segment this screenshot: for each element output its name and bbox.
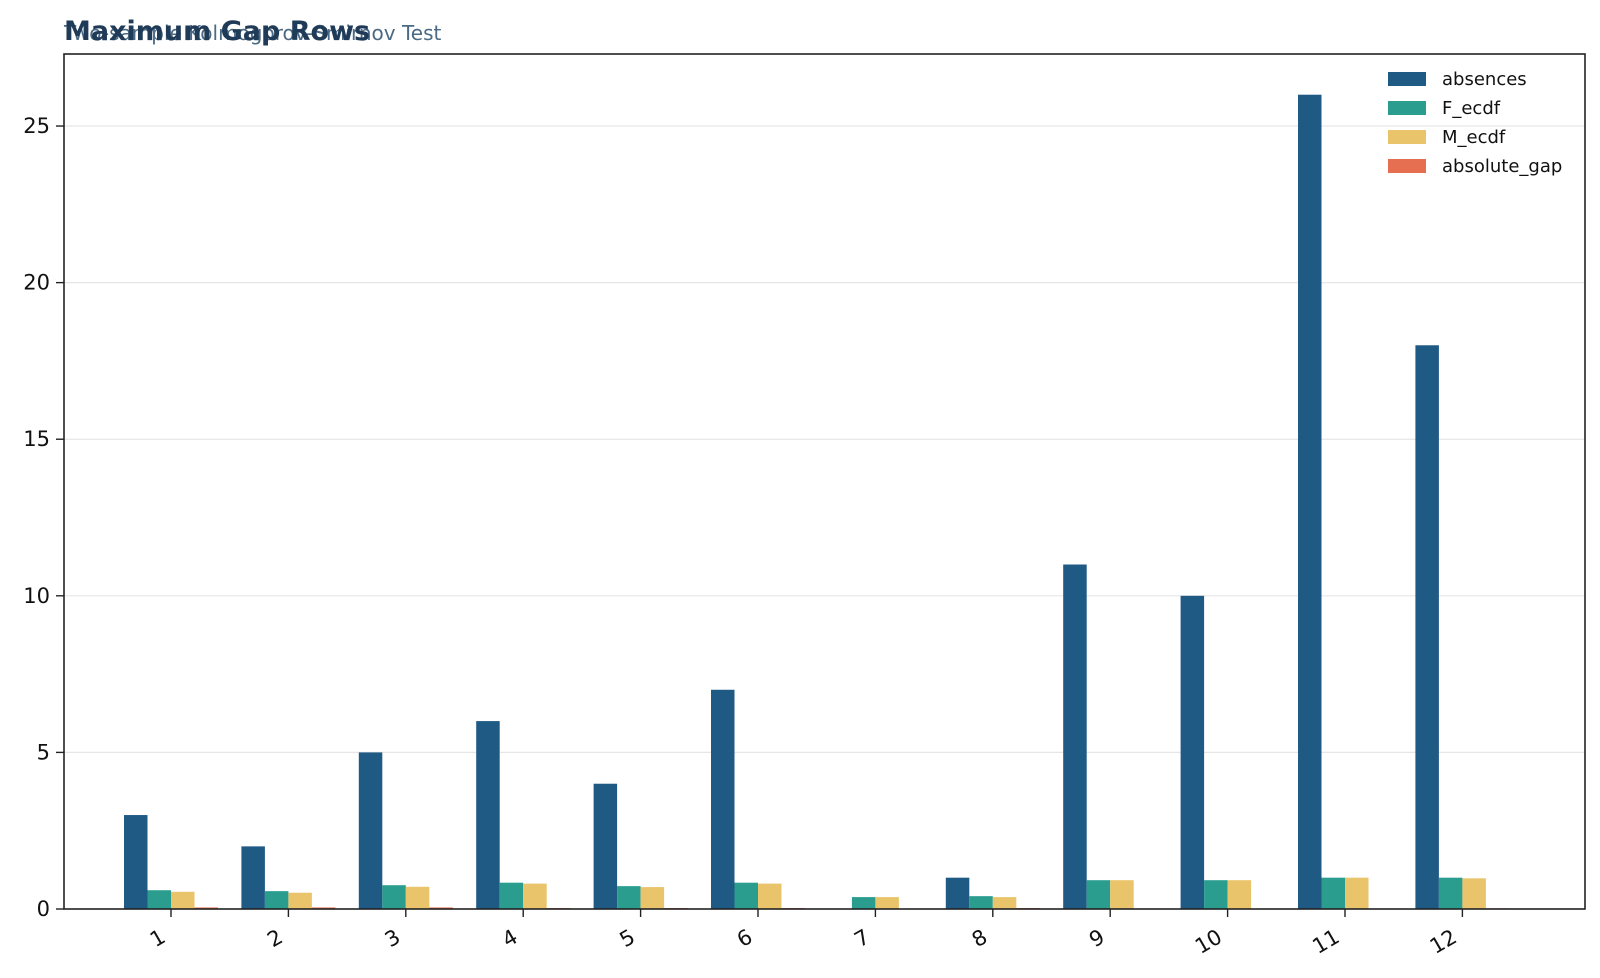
bar-F_ecdf-11 <box>1321 877 1345 909</box>
bar-absences-12 <box>1415 345 1439 909</box>
x-tick-label: 9 <box>1085 925 1109 952</box>
bar-M_ecdf-1 <box>171 891 195 909</box>
legend-label-F_ecdf: F_ecdf <box>1442 98 1501 119</box>
bar-absences-5 <box>593 783 618 909</box>
x-tick-label: 6 <box>733 925 757 952</box>
bar-absences-3 <box>358 752 383 909</box>
bar-M_ecdf-9 <box>1110 880 1134 909</box>
y-tick-label: 10 <box>23 584 50 608</box>
bar-M_ecdf-8 <box>992 897 1017 909</box>
y-tick-label: 5 <box>37 740 50 764</box>
bar-absences-10 <box>1180 595 1205 909</box>
x-tick-label: 4 <box>498 925 522 952</box>
legend-swatch-absolute_gap <box>1388 159 1426 173</box>
bar-F_ecdf-7 <box>851 897 876 909</box>
x-tick-label: 2 <box>263 925 287 952</box>
bar-absences-9 <box>1063 564 1087 909</box>
bar-absences-2 <box>241 846 265 909</box>
bar-absences-6 <box>711 689 735 909</box>
bar-M_ecdf-2 <box>288 892 312 909</box>
bar-F_ecdf-9 <box>1086 880 1111 909</box>
bar-M_ecdf-10 <box>1227 880 1252 909</box>
legend-swatch-absences <box>1388 72 1426 86</box>
legend-swatch-F_ecdf <box>1388 101 1426 115</box>
bar-F_ecdf-8 <box>969 896 993 909</box>
legend-label-absolute_gap: absolute_gap <box>1442 156 1562 177</box>
bar-M_ecdf-4 <box>523 883 547 909</box>
bar-M_ecdf-3 <box>405 886 430 909</box>
bar-M_ecdf-12 <box>1462 878 1486 909</box>
x-tick-label: 7 <box>850 925 874 952</box>
x-tick-label: 10 <box>1191 925 1226 959</box>
plot-frame <box>63 53 1586 910</box>
legend-label-absences: absences <box>1442 69 1527 90</box>
bar-M_ecdf-7 <box>875 897 899 909</box>
y-tick-label: 25 <box>23 114 50 138</box>
bar-F_ecdf-4 <box>499 882 524 909</box>
x-axis: 1 2 3 4 5 6 7 8 9 10 11 12 <box>146 909 1464 959</box>
x-tick-label: 8 <box>968 925 992 952</box>
bar-M_ecdf-6 <box>758 883 782 909</box>
legend-label-M_ecdf: M_ecdf <box>1442 127 1506 148</box>
chart-title: Maximum Gap Rows <box>64 16 370 47</box>
x-tick-label: 12 <box>1426 925 1461 959</box>
bar-F_ecdf-12 <box>1438 877 1463 909</box>
y-tick-label: 15 <box>23 427 50 451</box>
legend-swatch-M_ecdf <box>1388 130 1426 144</box>
bar-absences-8 <box>945 877 970 909</box>
bar-absences-1 <box>124 815 148 909</box>
legend: absences F_ecdf M_ecdf absolute_gap <box>1388 69 1562 177</box>
bar-F_ecdf-3 <box>382 885 406 909</box>
bar-absences-11 <box>1298 94 1322 909</box>
chart-subtitle: Two-sample Kolmogorov-Smirnov Test <box>63 21 442 45</box>
x-tick-label: 11 <box>1308 925 1343 959</box>
bar-M_ecdf-5 <box>640 887 665 909</box>
bar-F_ecdf-1 <box>147 890 171 909</box>
bars <box>124 94 1510 909</box>
y-tick-label: 20 <box>23 271 50 295</box>
bar-F_ecdf-6 <box>734 882 758 909</box>
bar-F_ecdf-10 <box>1204 880 1228 909</box>
y-tick-label: 0 <box>37 897 50 921</box>
bar-M_ecdf-11 <box>1345 877 1369 909</box>
bar-F_ecdf-2 <box>264 891 289 909</box>
x-tick-label: 5 <box>616 925 640 952</box>
x-tick-label: 3 <box>381 925 405 952</box>
grid-lines <box>64 125 1585 754</box>
x-tick-label: 1 <box>146 925 170 952</box>
bar-absences-4 <box>476 721 500 909</box>
bar-F_ecdf-5 <box>617 886 641 909</box>
y-axis: 0 5 10 15 20 25 <box>23 114 64 921</box>
